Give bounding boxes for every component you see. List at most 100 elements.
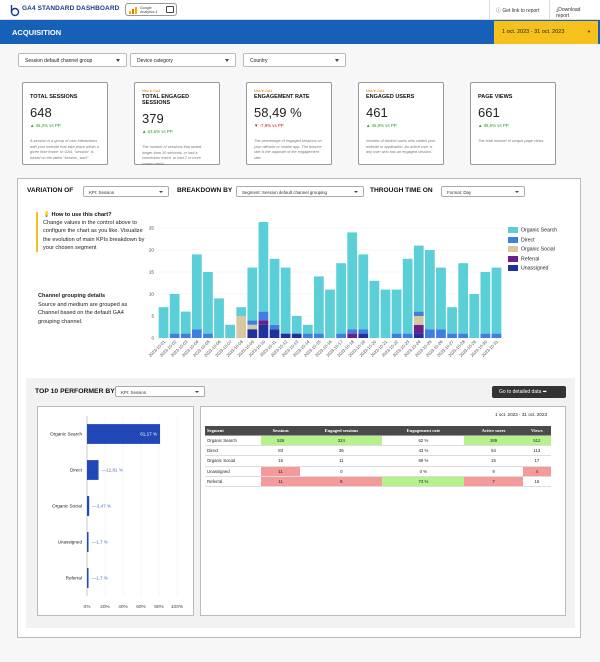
column-header[interactable]: Segment	[205, 426, 261, 435]
bar-segment[interactable]	[258, 222, 269, 312]
bar-segment[interactable]	[469, 294, 480, 338]
bar-segment[interactable]	[436, 329, 446, 338]
bar-segment[interactable]	[225, 324, 236, 338]
bar-segment[interactable]	[447, 333, 457, 338]
bar-segment[interactable]	[236, 316, 247, 338]
date-range-picker[interactable]: 1 oct. 2023 - 31 oct. 2023 ▼	[494, 21, 598, 44]
bar-segment[interactable]	[203, 333, 213, 338]
bar-segment[interactable]	[336, 333, 346, 338]
bar-segment[interactable]	[358, 254, 369, 330]
table-cell: 9	[464, 466, 523, 478]
bar-segment[interactable]	[424, 250, 435, 330]
bar-segment[interactable]	[291, 316, 302, 334]
bar-segment[interactable]	[480, 272, 491, 334]
bar-segment[interactable]	[314, 333, 324, 338]
get-link-button[interactable]: ⓘ Get link to report	[489, 0, 549, 20]
bar-segment[interactable]	[413, 324, 424, 334]
bar-segment[interactable]	[336, 263, 346, 334]
download-report-button[interactable]: ⤓Download report	[549, 0, 600, 20]
bar-segment[interactable]	[180, 333, 191, 338]
bar[interactable]	[87, 532, 89, 552]
segment-select[interactable]: Segment: Session default channel groupin…	[236, 186, 364, 197]
bar-segment[interactable]	[413, 311, 424, 316]
kpi-card-engaged-sessions: New in GA4 TOTAL ENGAGED SESSIONS 379 ▲ …	[134, 82, 220, 166]
format-select[interactable]: Format: Day	[441, 186, 525, 197]
bar-segment[interactable]	[158, 307, 169, 338]
bar-segment[interactable]	[258, 324, 269, 338]
column-header[interactable]: Active users	[464, 426, 523, 435]
bar[interactable]	[87, 460, 99, 480]
bar-segment[interactable]	[491, 267, 502, 334]
column-header[interactable]: Sessions	[261, 426, 301, 435]
filter-channel-group[interactable]: Session default channel group	[18, 53, 127, 67]
bar-segment[interactable]	[247, 329, 258, 338]
bar-segment[interactable]	[214, 298, 224, 338]
bar-segment[interactable]	[169, 294, 180, 334]
bar-segment[interactable]	[402, 333, 413, 338]
bar-segment[interactable]	[413, 333, 424, 338]
x-tick-label: 100%	[171, 604, 184, 610]
filter-country[interactable]: Country	[243, 53, 346, 67]
bar[interactable]	[87, 568, 89, 588]
legend-item: Organic Search	[508, 227, 557, 237]
bar-segment[interactable]	[358, 329, 369, 334]
bar-segment[interactable]	[325, 289, 335, 338]
bar-segment[interactable]	[269, 329, 280, 338]
bar-segment[interactable]	[169, 333, 180, 338]
bar-segment[interactable]	[247, 320, 258, 325]
kpi-select[interactable]: KPI: Session	[83, 186, 169, 197]
table-cell-segment: Organic Search	[205, 434, 261, 446]
bar-segment[interactable]	[180, 311, 191, 334]
bar-segment[interactable]	[302, 333, 313, 338]
ga4-badge[interactable]: Google Analytics 4	[125, 3, 177, 16]
filter-device-category[interactable]: Device category	[130, 53, 236, 67]
bar-segment[interactable]	[491, 333, 502, 338]
bar-segment[interactable]	[247, 267, 258, 321]
bar-segment[interactable]	[314, 276, 324, 334]
bar-segment[interactable]	[380, 289, 391, 338]
bar-segment[interactable]	[291, 333, 302, 338]
bar-segment[interactable]	[391, 289, 402, 334]
bar-segment[interactable]	[447, 307, 457, 334]
bar-segment[interactable]	[347, 329, 358, 334]
kpi-tag	[30, 89, 100, 93]
bar-segment[interactable]	[458, 263, 469, 334]
bar-segment[interactable]	[280, 333, 291, 338]
bar-segment[interactable]	[347, 232, 358, 330]
category-label: Direct	[70, 468, 83, 473]
bar-segment[interactable]	[458, 333, 469, 338]
bar-segment[interactable]	[191, 254, 202, 330]
goto-detailed-data-button[interactable]: Go to detailed data ➡	[492, 386, 566, 398]
bar-segment[interactable]	[369, 280, 380, 338]
kpi-select-value: KPI: Session	[89, 190, 115, 195]
bar-segment[interactable]	[236, 307, 247, 316]
bar-segment[interactable]	[258, 311, 269, 321]
column-header[interactable]: Engaged sessions	[300, 426, 383, 435]
bar-segment[interactable]	[269, 258, 280, 325]
bar-segment[interactable]	[480, 333, 491, 338]
bar-segment[interactable]	[347, 333, 358, 338]
bar[interactable]	[87, 424, 161, 444]
table-cell: 526	[261, 434, 301, 446]
bar-segment[interactable]	[258, 320, 269, 325]
bar-segment[interactable]	[203, 272, 213, 334]
bar[interactable]	[87, 496, 90, 516]
bar-segment[interactable]	[436, 267, 446, 330]
bar-segment[interactable]	[280, 267, 291, 334]
bar-segment[interactable]	[302, 324, 313, 334]
bar-segment[interactable]	[358, 333, 369, 338]
bar-segment[interactable]	[424, 329, 435, 338]
bar-segment[interactable]	[391, 333, 402, 338]
bar-segment[interactable]	[413, 245, 424, 312]
column-header[interactable]: Views	[522, 426, 551, 435]
caret-down-icon	[225, 59, 229, 62]
bar-segment[interactable]	[247, 324, 258, 330]
bar-segment[interactable]	[191, 329, 202, 338]
chart-legend: Organic Search Direct Organic Social Ref…	[508, 227, 557, 275]
bar-segment[interactable]	[413, 316, 424, 325]
top10-kpi-select[interactable]: KPI: Session	[115, 386, 205, 397]
performer-table: Segment Sessions Engaged sessions Engage…	[205, 426, 551, 488]
bar-segment[interactable]	[269, 324, 280, 330]
bar-segment[interactable]	[402, 258, 413, 334]
column-header[interactable]: Engagement rate	[382, 426, 465, 435]
